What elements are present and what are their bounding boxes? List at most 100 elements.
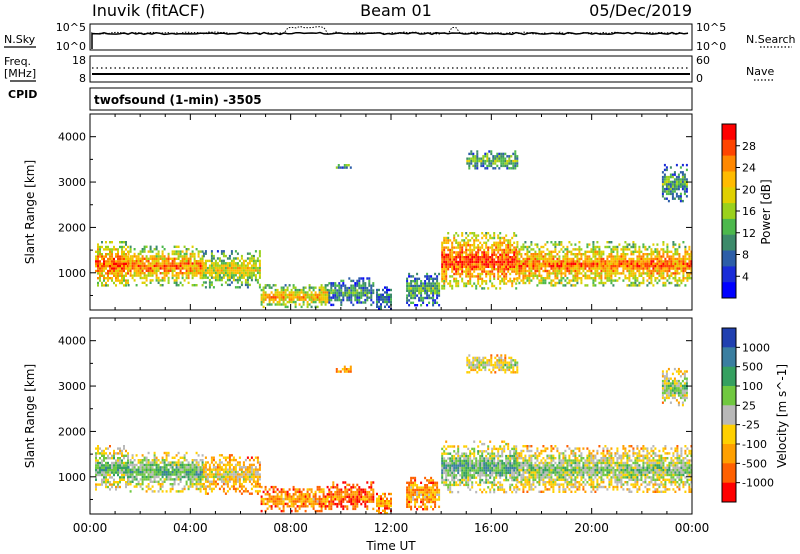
data-cell bbox=[248, 458, 251, 462]
data-cell bbox=[195, 248, 198, 251]
data-cell bbox=[604, 262, 607, 265]
data-cell bbox=[491, 246, 494, 249]
data-cell bbox=[390, 293, 392, 296]
data-cell bbox=[368, 291, 371, 295]
data-cell bbox=[121, 452, 123, 455]
data-cell bbox=[129, 248, 132, 251]
data-cell bbox=[596, 272, 599, 275]
data-cell bbox=[618, 272, 621, 275]
data-cell bbox=[206, 473, 209, 476]
data-cell bbox=[580, 257, 583, 261]
data-cell bbox=[590, 262, 593, 265]
data-cell bbox=[408, 289, 411, 292]
data-cell bbox=[550, 253, 553, 256]
data-cell bbox=[590, 267, 593, 270]
data-cell bbox=[447, 241, 450, 244]
colorbar-segment bbox=[722, 139, 736, 157]
data-cell bbox=[95, 476, 97, 479]
data-cell bbox=[328, 490, 331, 494]
data-cell bbox=[282, 303, 285, 306]
data-cell bbox=[195, 260, 198, 263]
data-cell bbox=[280, 303, 283, 306]
data-cell bbox=[157, 252, 160, 256]
data-cell bbox=[240, 487, 243, 491]
data-cell bbox=[137, 257, 140, 260]
data-cell bbox=[252, 468, 255, 471]
data-cell bbox=[532, 260, 535, 263]
data-cell bbox=[326, 291, 329, 294]
data-cell bbox=[195, 468, 198, 471]
data-cell bbox=[338, 500, 341, 503]
data-cell bbox=[248, 480, 251, 483]
data-cell bbox=[286, 296, 289, 299]
data-cell bbox=[284, 497, 287, 501]
data-cell bbox=[528, 245, 531, 249]
data-cell bbox=[312, 493, 315, 496]
data-cell bbox=[340, 286, 343, 290]
data-cell bbox=[131, 456, 134, 459]
data-cell bbox=[149, 267, 152, 270]
data-cell bbox=[370, 291, 373, 295]
data-cell bbox=[224, 466, 227, 469]
data-cell bbox=[350, 286, 353, 290]
data-cell bbox=[356, 291, 359, 295]
data-cell bbox=[282, 293, 285, 297]
data-cell bbox=[485, 246, 488, 249]
data-cell bbox=[125, 255, 127, 258]
data-cell bbox=[520, 265, 523, 268]
data-cell bbox=[226, 490, 229, 493]
data-cell bbox=[614, 245, 617, 249]
data-cell bbox=[171, 267, 174, 270]
data-cell bbox=[179, 456, 182, 459]
data-cell bbox=[272, 495, 275, 498]
data-cell bbox=[436, 301, 439, 304]
data-cell bbox=[199, 250, 202, 253]
data-cell bbox=[344, 481, 347, 484]
data-cell bbox=[238, 482, 241, 486]
data-cell bbox=[133, 463, 136, 467]
data-cell bbox=[572, 265, 575, 268]
data-cell bbox=[224, 269, 227, 272]
data-cell bbox=[670, 281, 673, 285]
data-cell bbox=[187, 248, 190, 251]
data-cell bbox=[669, 187, 672, 191]
data-cell bbox=[171, 272, 174, 275]
data-cell bbox=[588, 267, 591, 270]
data-cell bbox=[618, 260, 621, 263]
data-cell bbox=[670, 265, 673, 268]
data-cell bbox=[151, 471, 154, 474]
data-cell bbox=[352, 286, 355, 290]
data-cell bbox=[497, 272, 500, 276]
data-cell bbox=[224, 266, 227, 270]
data-cell bbox=[638, 267, 641, 270]
data-cell bbox=[175, 281, 178, 284]
data-cell bbox=[155, 255, 158, 258]
freq-panel-frame bbox=[89, 55, 693, 83]
data-cell bbox=[187, 475, 190, 479]
data-cell bbox=[163, 461, 166, 464]
data-cell bbox=[330, 493, 333, 496]
data-cell bbox=[426, 282, 429, 285]
data-cell bbox=[252, 478, 255, 481]
data-cell bbox=[673, 190, 676, 193]
data-cell bbox=[151, 267, 154, 270]
data-cell bbox=[135, 260, 138, 263]
data-cell bbox=[501, 241, 504, 244]
data-cell bbox=[230, 271, 233, 275]
data-cell bbox=[131, 478, 134, 481]
data-cell bbox=[109, 257, 111, 261]
data-cell bbox=[167, 269, 170, 272]
data-cell bbox=[472, 164, 475, 168]
data-cell bbox=[288, 500, 291, 503]
data-cell bbox=[441, 464, 444, 467]
data-cell bbox=[183, 456, 186, 459]
data-cell bbox=[185, 250, 188, 253]
data-cell bbox=[232, 262, 235, 265]
data-cell bbox=[624, 260, 627, 263]
data-cell bbox=[141, 461, 144, 464]
data-cell bbox=[171, 485, 174, 488]
data-cell bbox=[534, 269, 537, 273]
data-cell bbox=[428, 287, 431, 290]
data-cell bbox=[477, 277, 480, 280]
data-cell bbox=[191, 245, 194, 248]
